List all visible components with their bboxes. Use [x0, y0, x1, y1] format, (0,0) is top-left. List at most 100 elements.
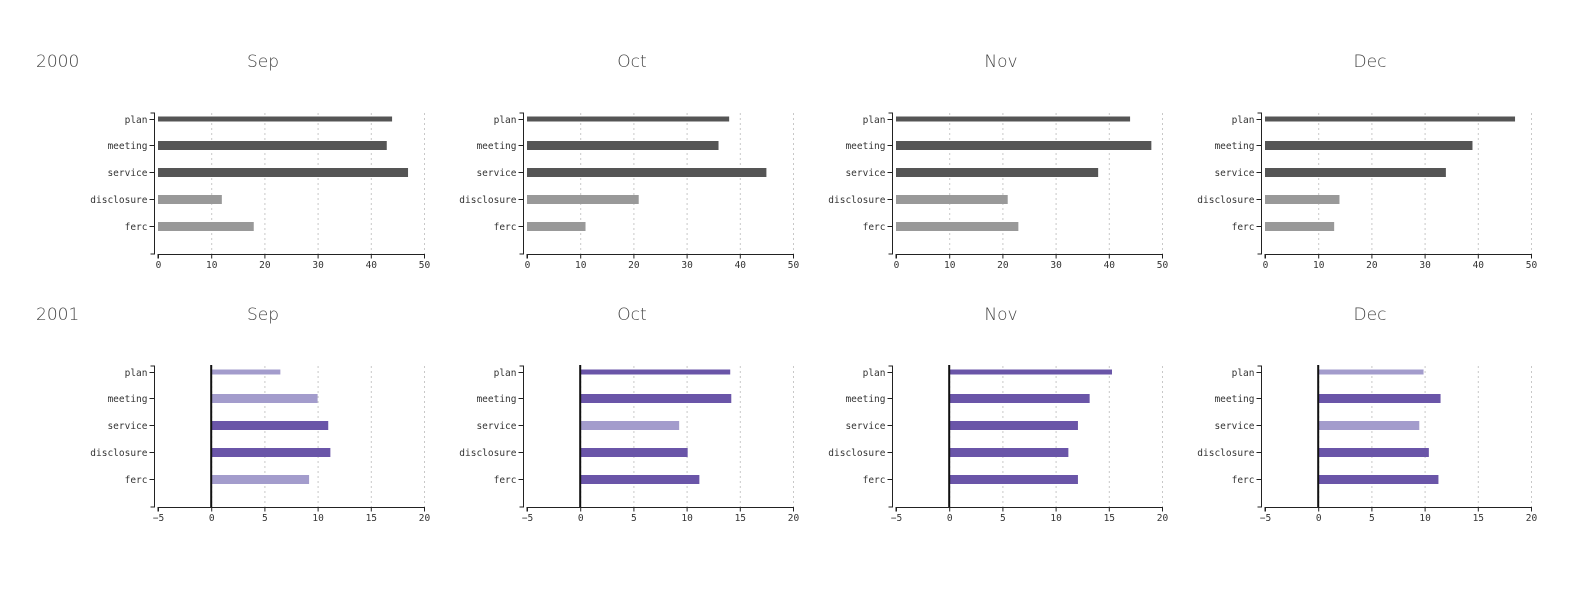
bar-plan [1265, 116, 1516, 122]
x-axis [1264, 507, 1532, 512]
category-label-ferc: ferc [863, 475, 886, 486]
bar-ferc [527, 222, 586, 231]
x-tick-label: 40 [1473, 260, 1485, 271]
bar-meeting [211, 394, 318, 403]
x-tick-label: 30 [681, 260, 693, 271]
bar-service [211, 421, 329, 430]
x-tick-label: 20 [788, 513, 800, 524]
bar-service [1265, 168, 1446, 177]
y-axis [1257, 112, 1262, 255]
category-label-disclosure: disclosure [1197, 448, 1254, 459]
panel-title: Nov [984, 305, 1017, 325]
bar-ferc [1318, 475, 1439, 484]
bar-plan [158, 116, 393, 122]
bar-ferc [896, 222, 1019, 231]
x-tick-label: 20 [419, 513, 431, 524]
category-label-ferc: ferc [863, 222, 886, 233]
category-label-plan: plan [1232, 115, 1255, 126]
x-tick-label: 10 [312, 513, 324, 524]
x-tick-label: 0 [156, 260, 162, 271]
x-tick-label: 15 [366, 513, 377, 524]
y-axis [888, 112, 893, 255]
category-label-plan: plan [863, 115, 886, 126]
y-axis [519, 112, 524, 255]
x-axis [1264, 254, 1532, 259]
x-axis [157, 254, 425, 259]
x-axis [895, 254, 1163, 259]
x-tick-label: 50 [788, 260, 800, 271]
x-axis [895, 507, 1163, 512]
category-label-disclosure: disclosure [828, 448, 885, 459]
category-label-meeting: meeting [107, 141, 147, 152]
bar-plan [211, 369, 281, 375]
x-tick-label: 10 [681, 513, 693, 524]
x-tick-label: 10 [944, 260, 956, 271]
bar-meeting [949, 394, 1090, 403]
x-tick-label: 5 [1000, 513, 1006, 524]
x-tick-label: −5 [1260, 513, 1271, 524]
category-label-disclosure: disclosure [90, 448, 147, 459]
bar-plan [527, 116, 730, 122]
y-axis [519, 365, 524, 508]
category-label-service: service [107, 168, 147, 179]
row-2001: 2001 Sep plan meeting service disclosure ferc −… [36, 305, 1537, 524]
category-label-plan: plan [125, 368, 148, 379]
category-label-ferc: ferc [125, 475, 148, 486]
panel-title: Oct [617, 305, 646, 325]
y-axis [150, 365, 155, 508]
category-label-meeting: meeting [1214, 394, 1254, 405]
x-tick-label: 0 [525, 260, 531, 271]
panel-2000-dec: Dec plan meeting service disclosure ferc 0 10 20… [1197, 52, 1537, 271]
y-axis [150, 112, 155, 255]
bar-disclosure [949, 448, 1069, 457]
bar-plan [949, 369, 1112, 375]
panel-title: Sep [247, 305, 279, 325]
x-tick-label: 15 [1104, 513, 1115, 524]
x-tick-label: 10 [1313, 260, 1325, 271]
category-label-plan: plan [125, 115, 148, 126]
category-label-ferc: ferc [1232, 475, 1255, 486]
bar-service [896, 168, 1099, 177]
bar-disclosure [211, 448, 331, 457]
bar-service [158, 168, 409, 177]
x-tick-label: 10 [575, 260, 587, 271]
category-label-meeting: meeting [476, 394, 516, 405]
x-tick-label: 15 [735, 513, 746, 524]
bar-ferc [211, 475, 310, 484]
panel-2000-oct: Oct plan meeting service disclosure ferc 0 10 20… [459, 52, 799, 271]
bar-disclosure [1318, 448, 1429, 457]
x-axis [526, 507, 794, 512]
panel-title: Sep [247, 52, 279, 72]
category-label-disclosure: disclosure [90, 195, 147, 206]
x-tick-label: 20 [628, 260, 640, 271]
category-label-service: service [107, 421, 147, 432]
category-label-meeting: meeting [107, 394, 147, 405]
panel-2001-nov: Nov plan meeting service disclosure ferc −5 0 5 1… [828, 305, 1168, 524]
bar-meeting [1318, 394, 1441, 403]
bar-ferc [158, 222, 254, 231]
category-label-meeting: meeting [1214, 141, 1254, 152]
row-2000: 2000 Sepplanmeetingservicedisclosureferc0… [36, 52, 1537, 271]
x-tick-label: 50 [1157, 260, 1169, 271]
bar-ferc [1265, 222, 1335, 231]
x-tick-label: 50 [1526, 260, 1538, 271]
panel-title: Oct [617, 52, 646, 72]
row-label: 2001 [36, 305, 79, 325]
category-label-disclosure: disclosure [459, 195, 516, 206]
bar-meeting [1265, 141, 1473, 150]
bar-ferc [580, 475, 700, 484]
y-axis [888, 365, 893, 508]
x-tick-label: 0 [947, 513, 953, 524]
category-label-plan: plan [1232, 368, 1255, 379]
category-label-meeting: meeting [476, 141, 516, 152]
bar-meeting [896, 141, 1152, 150]
bar-plan [1318, 369, 1424, 375]
category-label-disclosure: disclosure [459, 448, 516, 459]
x-axis [157, 507, 425, 512]
x-tick-label: 10 [1050, 513, 1062, 524]
x-tick-label: 0 [209, 513, 215, 524]
x-tick-label: 20 [1157, 513, 1169, 524]
category-label-ferc: ferc [125, 222, 148, 233]
panel-2001-sep: Sep plan meeting service disclosure ferc −5 0 5 1… [90, 305, 430, 524]
x-tick-label: 5 [262, 513, 268, 524]
